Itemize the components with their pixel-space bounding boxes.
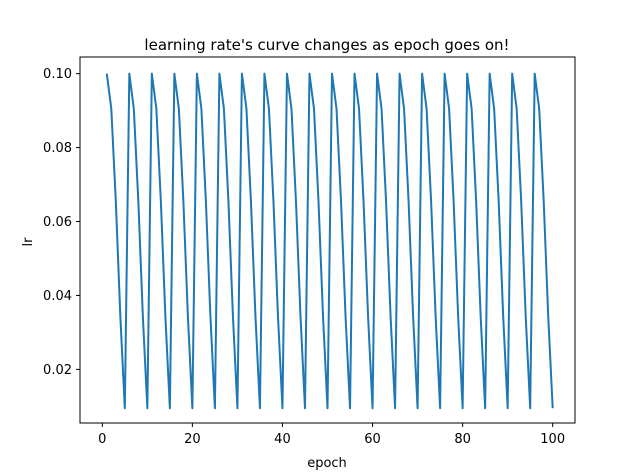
lr-series-line <box>105 72 554 410</box>
x-tick-label: 40 <box>274 432 291 447</box>
y-tick-label: 0.06 <box>43 215 72 230</box>
y-tick-label: 0.04 <box>43 289 72 304</box>
x-axis-ticks: 0 20 40 60 80 100 <box>98 423 565 447</box>
y-tick-label: 0.08 <box>43 141 72 156</box>
axes-frame <box>79 56 576 424</box>
x-tick-label: 20 <box>184 432 201 447</box>
y-axis-label: lr <box>21 237 36 247</box>
x-tick-label: 0 <box>98 432 106 447</box>
y-tick-label: 0.02 <box>43 363 72 378</box>
x-axis-label: epoch <box>307 456 347 471</box>
y-axis-ticks: 0.02 0.04 0.06 0.08 0.10 <box>43 67 80 378</box>
chart-title: learning rate's curve changes as epoch g… <box>144 36 509 54</box>
plot-area <box>79 56 576 424</box>
x-tick-label: 60 <box>364 432 381 447</box>
y-tick-label: 0.10 <box>43 67 72 82</box>
x-tick-label: 100 <box>540 432 565 447</box>
x-tick-label: 80 <box>454 432 471 447</box>
